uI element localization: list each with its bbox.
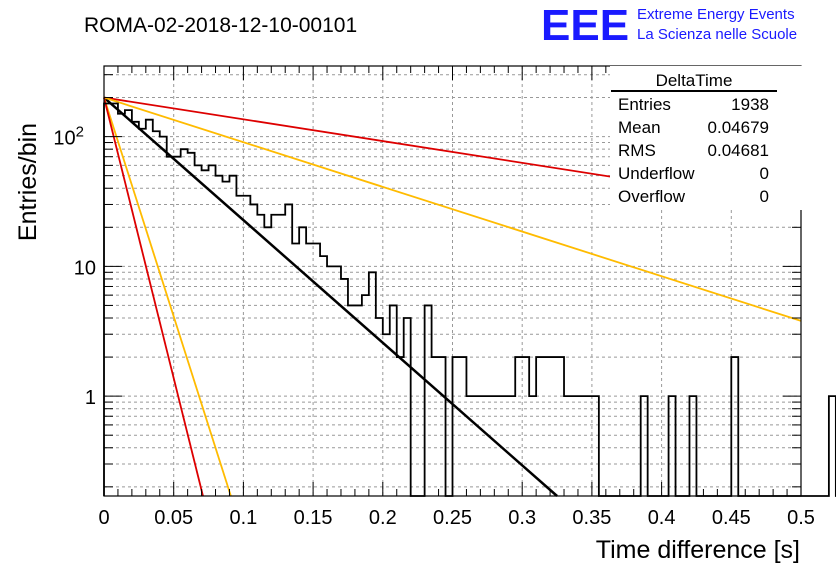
eee-logo: EEE Extreme Energy Events La Scienza nel… xyxy=(541,1,797,50)
logo-text: EEE xyxy=(541,1,629,50)
logo-line2: La Scienza nelle Scuole xyxy=(637,26,797,43)
x-tick-label: 0.45 xyxy=(712,507,751,529)
y-tick-label-base: 10 xyxy=(53,128,75,150)
x-tick-label: 0.15 xyxy=(294,507,333,529)
stats-value-entries: 1938 xyxy=(731,95,769,114)
fit-curve xyxy=(103,97,204,497)
stats-box: DeltaTime Entries 1938 Mean 0.04679 RMS … xyxy=(610,66,802,210)
x-tick-label: 0.2 xyxy=(369,507,397,529)
stats-label-rms: RMS xyxy=(618,141,656,160)
stats-value-rms: 0.04681 xyxy=(708,141,769,160)
x-axis-title: Time difference [s] xyxy=(596,536,800,564)
y-axis-title: Entries/bin xyxy=(14,123,42,241)
stats-title: DeltaTime xyxy=(656,71,733,90)
stats-label-overflow: Overflow xyxy=(618,187,686,206)
fit-curve xyxy=(103,97,232,497)
y-tick-label: 102 xyxy=(53,124,84,150)
x-tick-label: 0 xyxy=(98,507,109,529)
x-tick-label: 0.35 xyxy=(572,507,611,529)
stats-label-entries: Entries xyxy=(618,95,671,114)
x-tick-label: 0.1 xyxy=(229,507,257,529)
fit-curve xyxy=(103,96,802,322)
stats-label-underflow: Underflow xyxy=(618,164,695,183)
x-tick-label: 0.4 xyxy=(648,507,676,529)
x-axis-ticks: 0 0.05 0.1 0.15 0.2 0.25 0.3 0.35 0.4 0.45 0.5 xyxy=(98,66,815,529)
y-tick-label-exponent: 2 xyxy=(76,124,84,141)
y-tick-label: 1 xyxy=(85,387,96,409)
x-tick-label: 0.05 xyxy=(154,507,193,529)
logo-line1: Extreme Energy Events xyxy=(637,6,795,23)
fit-curve xyxy=(103,96,558,497)
x-tick-label: 0.5 xyxy=(787,507,815,529)
chart-title: ROMA-02-2018-12-10-00101 xyxy=(84,14,357,37)
stats-label-mean: Mean xyxy=(618,118,661,137)
x-tick-label: 0.3 xyxy=(508,507,536,529)
stats-value-underflow: 0 xyxy=(760,164,769,183)
stats-value-mean: 0.04679 xyxy=(708,118,769,137)
grid-lines xyxy=(104,66,801,496)
y-tick-label: 10 xyxy=(74,257,96,279)
stats-value-overflow: 0 xyxy=(760,187,769,206)
x-tick-label: 0.25 xyxy=(433,507,472,529)
